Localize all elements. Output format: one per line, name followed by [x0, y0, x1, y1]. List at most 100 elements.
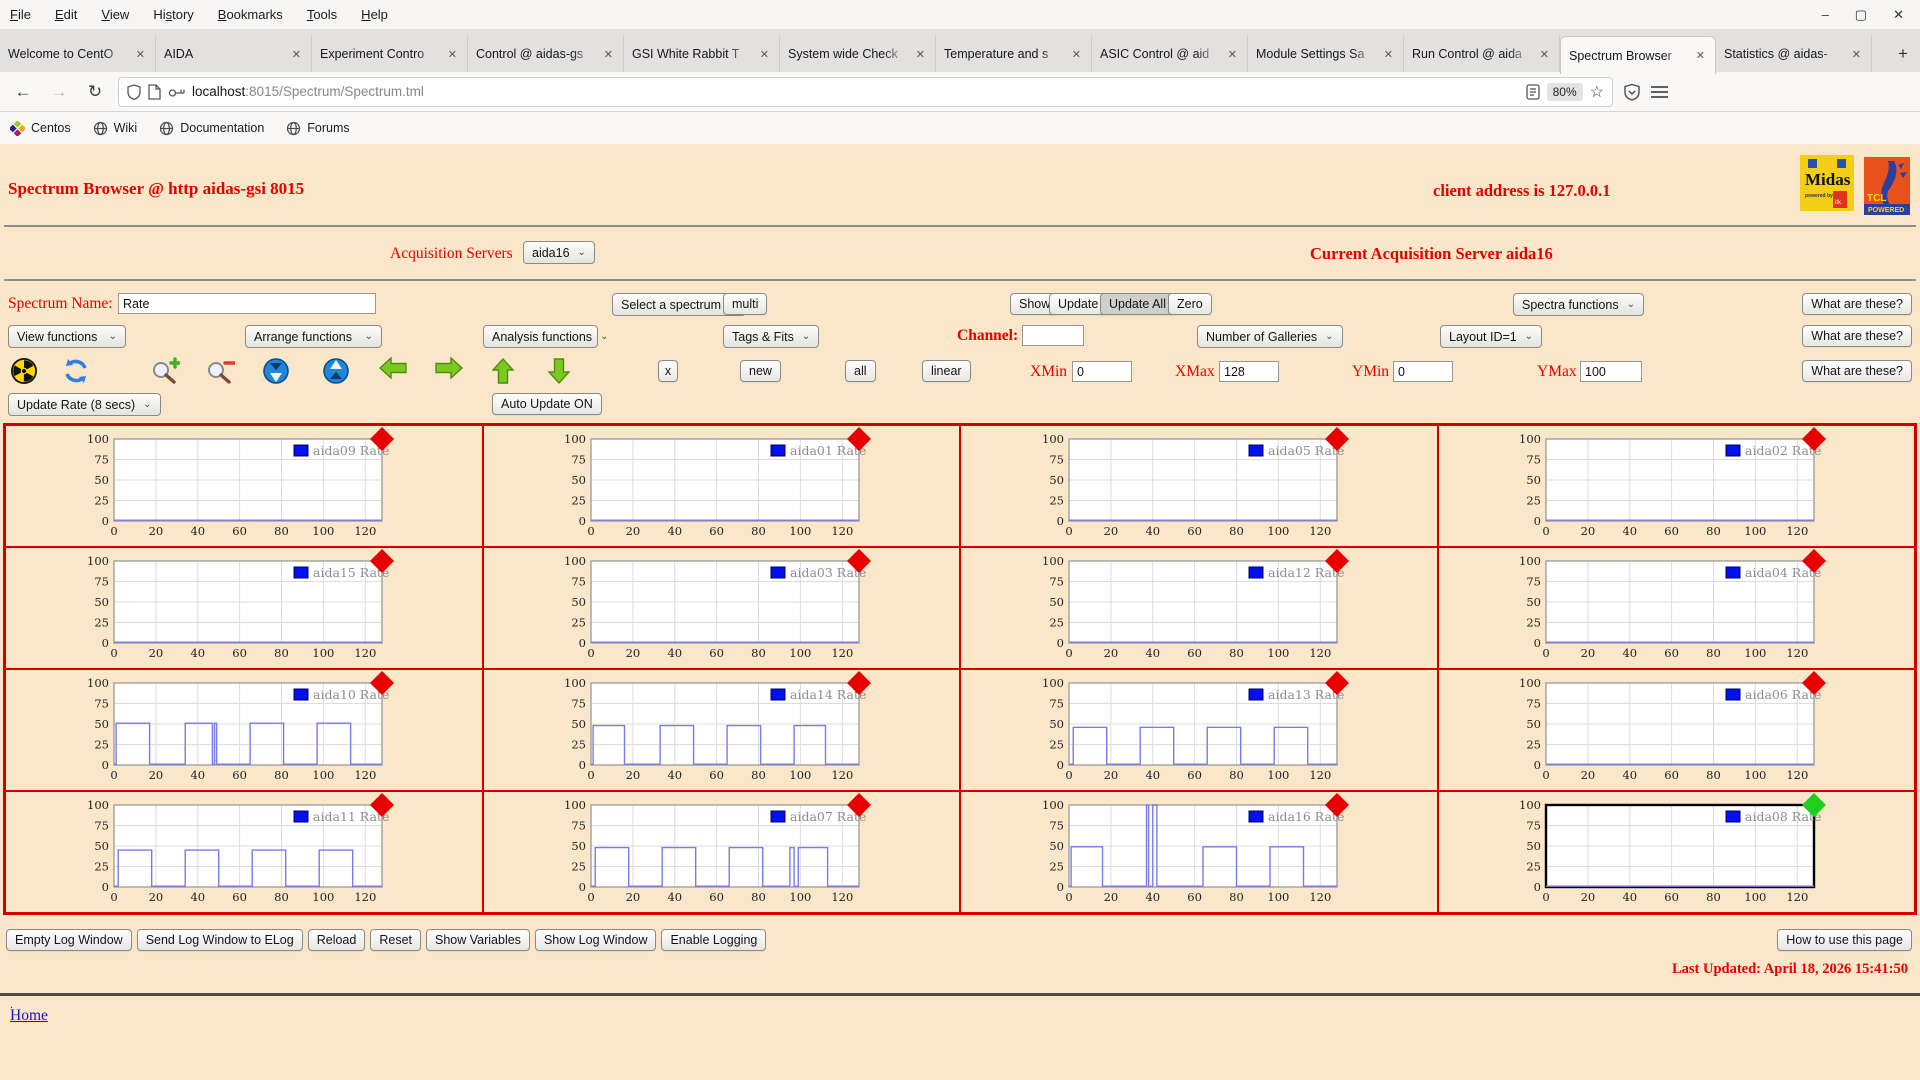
browser-tab[interactable]: Run Control @ aida✕ [1404, 36, 1560, 72]
new-button[interactable]: new [740, 360, 781, 382]
enable-logging-button[interactable]: Enable Logging [661, 929, 766, 951]
auto-update-button[interactable]: Auto Update ON [492, 393, 602, 415]
spectrum-cell-aida12[interactable]: 0255075100020406080100120aida12 Rate [960, 547, 1438, 669]
shift-left-icon[interactable] [378, 357, 408, 379]
url-bar[interactable]: localhost:8015/Spectrum/Spectrum.tml 80%… [118, 77, 1613, 107]
what-are-these-button-3[interactable]: What are these? [1802, 360, 1912, 382]
browser-tab[interactable]: System wide Check✕ [780, 36, 936, 72]
reload-icon[interactable]: ↻ [82, 82, 108, 102]
browser-tab[interactable]: Welcome to CentO✕ [0, 36, 156, 72]
expand-vertical-icon[interactable] [322, 357, 350, 385]
spectrum-name-input[interactable] [118, 293, 376, 314]
spectrum-cell-aida14[interactable]: 0255075100020406080100120aida14 Rate [483, 669, 961, 791]
browser-tab[interactable]: ASIC Control @ aid✕ [1092, 36, 1248, 72]
close-button[interactable]: ✕ [1893, 7, 1904, 23]
spectrum-cell-aida06[interactable]: 0255075100020406080100120aida06 Rate [1438, 669, 1916, 791]
bookmark-star-icon[interactable]: ☆ [1590, 82, 1604, 102]
hamburger-menu-icon[interactable] [1651, 85, 1668, 99]
menu-edit[interactable]: Edit [55, 7, 77, 22]
bookmark-forums[interactable]: Forums [286, 121, 349, 136]
spectrum-cell-aida11[interactable]: 0255075100020406080100120aida11 Rate [5, 791, 483, 913]
tab-close-icon[interactable]: ✕ [1850, 48, 1863, 61]
menu-view[interactable]: View [101, 7, 129, 22]
update-all-button[interactable]: Update All [1100, 293, 1175, 315]
spectrum-cell-aida09[interactable]: 0255075100020406080100120aida09 Rate [5, 425, 483, 547]
tab-close-icon[interactable]: ✕ [602, 48, 615, 61]
spectrum-cell-aida10[interactable]: 0255075100020406080100120aida10 Rate [5, 669, 483, 791]
tab-close-icon[interactable]: ✕ [758, 48, 771, 61]
spectrum-cell-aida13[interactable]: 0255075100020406080100120aida13 Rate [960, 669, 1438, 791]
page-icon[interactable] [148, 84, 161, 100]
menu-history[interactable]: History [153, 7, 193, 22]
browser-tab[interactable]: Statistics @ aidas-✕ [1716, 36, 1872, 72]
spectrum-cell-aida04[interactable]: 0255075100020406080100120aida04 Rate [1438, 547, 1916, 669]
what-are-these-button-2[interactable]: What are these? [1802, 325, 1912, 347]
layout-id-dropdown[interactable]: Layout ID=1⌄ [1440, 325, 1542, 348]
protections-shield-icon[interactable] [1623, 83, 1641, 101]
reader-mode-icon[interactable] [1526, 84, 1540, 100]
how-to-use-button[interactable]: How to use this page [1777, 929, 1912, 951]
zoom-level-badge[interactable]: 80% [1547, 83, 1583, 101]
update-button[interactable]: Update [1049, 293, 1107, 315]
what-are-these-button-1[interactable]: What are these? [1802, 293, 1912, 315]
menu-bookmarks[interactable]: Bookmarks [218, 7, 283, 22]
spectrum-cell-aida08[interactable]: 0255075100020406080100120aida08 Rate [1438, 791, 1916, 913]
acquisition-server-select[interactable]: aida16⌄ [523, 241, 595, 264]
xmin-input[interactable] [1072, 361, 1132, 382]
analysis-functions-dropdown[interactable]: Analysis functions⌄ [483, 325, 598, 348]
tab-close-icon[interactable]: ✕ [1226, 48, 1239, 61]
ymin-input[interactable] [1393, 361, 1453, 382]
spectrum-cell-aida16[interactable]: 0255075100020406080100120aida16 Rate [960, 791, 1438, 913]
shield-icon[interactable] [127, 84, 141, 100]
send-log-window-to-elog-button[interactable]: Send Log Window to ELog [137, 929, 303, 951]
menu-tools[interactable]: Tools [307, 7, 337, 22]
tab-close-icon[interactable]: ✕ [1070, 48, 1083, 61]
shift-right-icon[interactable] [434, 357, 464, 379]
key-icon[interactable] [168, 86, 185, 98]
tags-fits-dropdown[interactable]: Tags & Fits⌄ [723, 325, 819, 348]
tab-close-icon[interactable]: ✕ [914, 48, 927, 61]
forward-icon[interactable]: → [46, 82, 72, 102]
reset-button[interactable]: Reset [370, 929, 421, 951]
browser-tab[interactable]: Module Settings Sa✕ [1248, 36, 1404, 72]
empty-log-window-button[interactable]: Empty Log Window [6, 929, 132, 951]
tab-close-icon[interactable]: ✕ [290, 48, 303, 61]
browser-tab[interactable]: AIDA✕ [156, 36, 312, 72]
zoom-out-icon[interactable] [205, 357, 235, 385]
minimize-button[interactable]: – [1822, 7, 1829, 23]
tab-close-icon[interactable]: ✕ [1538, 48, 1551, 61]
ymax-input[interactable] [1580, 361, 1642, 382]
browser-tab[interactable]: Temperature and s✕ [936, 36, 1092, 72]
radiation-icon[interactable] [10, 357, 38, 385]
tab-close-icon[interactable]: ✕ [1694, 49, 1707, 62]
spectrum-cell-aida03[interactable]: 0255075100020406080100120aida03 Rate [483, 547, 961, 669]
number-of-galleries-dropdown[interactable]: Number of Galleries⌄ [1197, 325, 1343, 348]
x-button[interactable]: x [658, 360, 678, 382]
browser-tab[interactable]: GSI White Rabbit T✕ [624, 36, 780, 72]
browser-tab[interactable]: Experiment Contro✕ [312, 36, 468, 72]
tab-close-icon[interactable]: ✕ [1382, 48, 1395, 61]
url-text[interactable]: localhost:8015/Spectrum/Spectrum.tml [192, 84, 1519, 99]
xmax-input[interactable] [1219, 361, 1279, 382]
menu-help[interactable]: Help [361, 7, 388, 22]
spectrum-cell-aida07[interactable]: 0255075100020406080100120aida07 Rate [483, 791, 961, 913]
new-tab-button[interactable]: + [1886, 36, 1920, 72]
view-functions-dropdown[interactable]: View functions⌄ [8, 325, 126, 348]
back-icon[interactable]: ← [10, 82, 36, 102]
spectrum-cell-aida05[interactable]: 0255075100020406080100120aida05 Rate [960, 425, 1438, 547]
linear-button[interactable]: linear [922, 360, 971, 382]
update-rate-dropdown[interactable]: Update Rate (8 secs)⌄ [8, 393, 161, 416]
spectra-functions-dropdown[interactable]: Spectra functions⌄ [1513, 293, 1644, 316]
zero-button[interactable]: Zero [1168, 293, 1212, 315]
browser-tab[interactable]: Control @ aidas-gs✕ [468, 36, 624, 72]
channel-input[interactable] [1022, 325, 1084, 346]
bookmark-centos[interactable]: Centos [10, 121, 71, 136]
all-button[interactable]: all [845, 360, 876, 382]
compress-vertical-icon[interactable] [262, 357, 290, 385]
bookmark-documentation[interactable]: Documentation [159, 121, 264, 136]
tcl-powered-logo[interactable]: TCLPOWERED [1864, 157, 1910, 215]
home-link[interactable]: Home [10, 1007, 48, 1025]
show-variables-button[interactable]: Show Variables [426, 929, 530, 951]
midas-logo[interactable]: Midaspowered byitk [1800, 155, 1854, 211]
shift-down-icon[interactable] [548, 357, 570, 385]
